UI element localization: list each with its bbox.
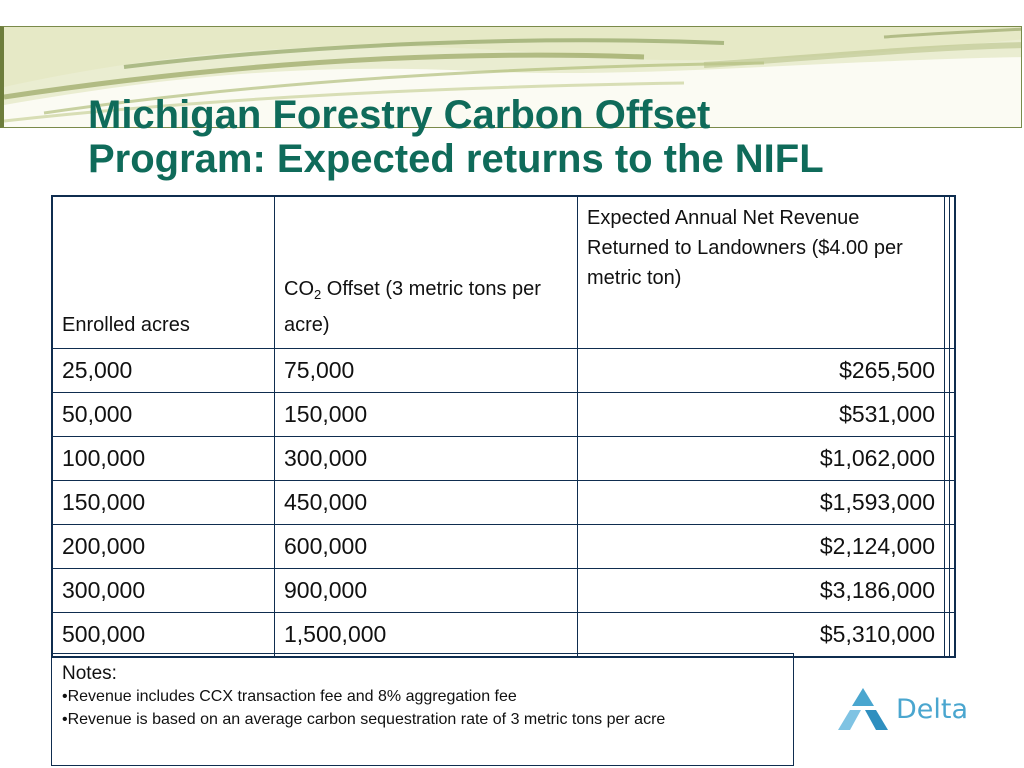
title-line-2: Program: Expected returns to the NIFL: [88, 137, 824, 181]
header-co2-offset: CO2 Offset (3 metric tons per acre): [274, 195, 578, 349]
offset-cell: 300,000: [274, 436, 578, 481]
revenue-cell: $531,000: [577, 392, 945, 437]
table-row: 100,000 300,000 $1,062,000: [51, 436, 956, 481]
table-header-row: Enrolled acres CO2 Offset (3 metric tons…: [51, 195, 956, 349]
empty-column-cell: [949, 524, 956, 569]
header-co2-subscript: 2: [314, 287, 322, 302]
acres-cell: 150,000: [51, 480, 275, 525]
empty-column-cell: [949, 436, 956, 481]
offset-cell: 150,000: [274, 392, 578, 437]
table-row: 300,000 900,000 $3,186,000: [51, 568, 956, 613]
acres-cell: 25,000: [51, 348, 275, 393]
offset-cell: 75,000: [274, 348, 578, 393]
table-row: 50,000 150,000 $531,000: [51, 392, 956, 437]
offset-cell: 1,500,000: [274, 612, 578, 658]
table-row: 200,000 600,000 $2,124,000: [51, 524, 956, 569]
notes-item: •Revenue is based on an average carbon s…: [62, 711, 666, 728]
offset-cell: 450,000: [274, 480, 578, 525]
returns-table: Enrolled acres CO2 Offset (3 metric tons…: [51, 195, 956, 658]
revenue-cell: $3,186,000: [577, 568, 945, 613]
revenue-cell: $2,124,000: [577, 524, 945, 569]
revenue-cell: $5,310,000: [577, 612, 945, 658]
table-row: 150,000 450,000 $1,593,000: [51, 480, 956, 525]
logo-text: Delta: [896, 694, 969, 725]
empty-column-cell: [944, 568, 950, 613]
notes-box: Notes: •Revenue includes CCX transaction…: [51, 653, 794, 766]
delta-logo: Delta: [834, 686, 974, 736]
notes-title: Notes:: [62, 663, 117, 684]
acres-cell: 200,000: [51, 524, 275, 569]
empty-column-cell: [949, 348, 956, 393]
header-expected-revenue: Expected Annual Net Revenue Returned to …: [577, 195, 945, 349]
notes-item: •Revenue includes CCX transaction fee an…: [62, 688, 517, 705]
revenue-cell: $265,500: [577, 348, 945, 393]
revenue-cell: $1,062,000: [577, 436, 945, 481]
offset-cell: 900,000: [274, 568, 578, 613]
revenue-cell: $1,593,000: [577, 480, 945, 525]
empty-column-cell: [944, 612, 950, 658]
page-title: Michigan Forestry Carbon Offset Program:…: [88, 93, 824, 181]
table-row: 25,000 75,000 $265,500: [51, 348, 956, 393]
header-enrolled-acres: Enrolled acres: [51, 195, 275, 349]
header-banner: [0, 26, 1022, 128]
acres-cell: 300,000: [51, 568, 275, 613]
header-co2-suffix: Offset (3 metric tons per acre): [284, 278, 541, 336]
acres-cell: 500,000: [51, 612, 275, 658]
empty-column-cell: [949, 480, 956, 525]
header-co2-prefix: CO: [284, 278, 314, 300]
delta-triangle-logo-icon: [838, 688, 888, 730]
empty-column-cell: [949, 392, 956, 437]
acres-cell: 50,000: [51, 392, 275, 437]
empty-column-cell: [949, 612, 956, 658]
table-row: 500,000 1,500,000 $5,310,000: [51, 612, 956, 658]
acres-cell: 100,000: [51, 436, 275, 481]
title-line-1: Michigan Forestry Carbon Offset: [88, 93, 711, 137]
offset-cell: 600,000: [274, 524, 578, 569]
empty-column-cell: [949, 195, 956, 349]
banner-landscape-graphic: [4, 27, 1021, 123]
empty-column-cell: [949, 568, 956, 613]
